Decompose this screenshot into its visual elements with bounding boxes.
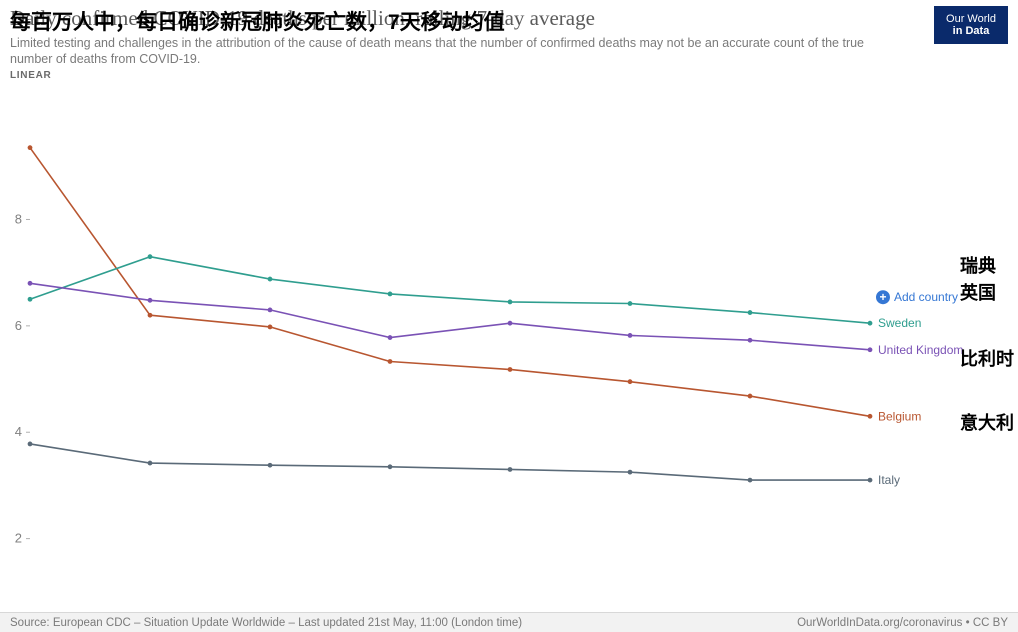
logo-line1: Our World [946, 13, 996, 25]
logo-line2: in Data [953, 25, 990, 37]
chart-subtitle: Limited testing and challenges in the at… [10, 36, 890, 67]
series-marker [268, 277, 273, 282]
cn-label-united-kingdom: 英国 [960, 279, 996, 305]
series-end-label-italy[interactable]: Italy [878, 473, 900, 487]
series-marker [388, 335, 393, 340]
add-country-button[interactable]: + Add country [876, 290, 958, 304]
series-marker [868, 348, 873, 353]
y-tick-label: 8 [15, 212, 22, 227]
series-end-label-sweden[interactable]: Sweden [878, 316, 921, 330]
series-marker [748, 310, 753, 315]
series-marker [268, 325, 273, 330]
series-marker [748, 394, 753, 399]
series-marker [628, 333, 633, 338]
cn-label-sweden: 瑞典 [960, 252, 996, 278]
series-marker [28, 281, 33, 286]
title-wrap: Daily confirmed COVID-19 deaths per mill… [10, 6, 918, 32]
owid-logo[interactable]: Our World in Data [934, 6, 1008, 44]
y-tick-label: 2 [15, 531, 22, 546]
series-marker [628, 470, 633, 475]
line-chart: 02468May 13, 2020May 14, 2020May 15, 202… [0, 67, 1018, 632]
series-marker [628, 380, 633, 385]
series-marker [268, 308, 273, 313]
series-marker [508, 367, 513, 372]
series-marker [748, 338, 753, 343]
series-marker [28, 146, 33, 151]
y-tick-label: 6 [15, 318, 22, 333]
series-end-label-belgium[interactable]: Belgium [878, 410, 921, 424]
series-marker [28, 297, 33, 302]
series-marker [268, 463, 273, 468]
series-marker [388, 465, 393, 470]
series-marker [868, 414, 873, 419]
svg-text:Add country: Add country [894, 290, 958, 304]
series-marker [148, 313, 153, 318]
series-end-label-united-kingdom[interactable]: United Kingdom [878, 343, 963, 357]
title-overlay-cn: 每百万人中，每日确诊新冠肺炎死亡数，7天移动均值 [10, 6, 505, 36]
svg-text:+: + [879, 290, 886, 304]
series-marker [508, 321, 513, 326]
series-marker [28, 442, 33, 447]
series-marker [148, 461, 153, 466]
chart-footer: Source: European CDC – Situation Update … [0, 612, 1018, 632]
series-marker [148, 255, 153, 260]
series-line-sweden[interactable] [30, 257, 870, 323]
series-marker [508, 300, 513, 305]
chart-header: Daily confirmed COVID-19 deaths per mill… [0, 0, 1018, 67]
source-text: Source: European CDC – Situation Update … [10, 617, 522, 629]
series-line-belgium[interactable] [30, 148, 870, 417]
series-marker [508, 467, 513, 472]
scale-toggle[interactable]: LINEAR [10, 70, 51, 81]
y-tick-label: 4 [15, 424, 22, 439]
cn-label-belgium: 比利时 [960, 345, 1014, 371]
series-marker [388, 359, 393, 364]
cn-label-italy: 意大利 [960, 409, 1014, 435]
series-marker [388, 292, 393, 297]
series-marker [748, 478, 753, 483]
series-marker [868, 478, 873, 483]
series-line-italy[interactable] [30, 444, 870, 480]
series-marker [148, 298, 153, 303]
series-marker [628, 301, 633, 306]
credit-text: OurWorldInData.org/coronavirus • CC BY [797, 617, 1008, 629]
series-marker [868, 321, 873, 326]
